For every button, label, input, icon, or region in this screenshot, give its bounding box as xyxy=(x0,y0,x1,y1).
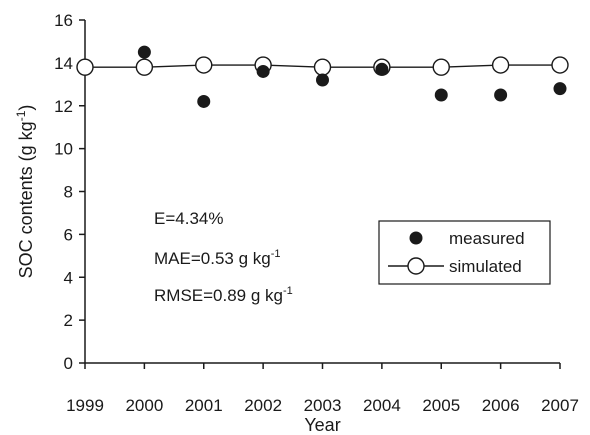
measured-point xyxy=(316,73,329,87)
stat-annotation-text: RMSE=0.89 g kg xyxy=(154,286,283,305)
measured-point xyxy=(137,45,151,59)
simulated-point xyxy=(313,58,332,76)
simulated-series xyxy=(76,56,569,76)
stat-annotation-sup: -1 xyxy=(283,285,293,297)
measured-point xyxy=(256,64,270,78)
x-tick-label: 2006 xyxy=(482,396,520,415)
y-tick-label: 16 xyxy=(54,11,73,30)
stat-annotation: RMSE=0.89 g kg-1 xyxy=(154,285,293,305)
simulated-point xyxy=(432,58,450,76)
y-tick-label: 8 xyxy=(64,183,73,202)
y-tick-label: 10 xyxy=(54,140,73,159)
x-tick-label: 2005 xyxy=(422,396,460,415)
stat-annotation-text: MAE=0.53 g kg xyxy=(154,249,271,268)
y-ticks: 0 2 4 6 8 10 12 14 16 xyxy=(54,11,85,373)
x-tick-label: 2003 xyxy=(304,396,342,415)
simulated-point xyxy=(135,58,154,76)
x-tick-label: 2002 xyxy=(244,396,282,415)
y-axis-title-sup: -1 xyxy=(14,110,28,121)
simulated-point xyxy=(76,58,94,76)
x-tick-label: 1999 xyxy=(66,396,104,415)
x-tick-label: 2004 xyxy=(363,396,401,415)
legend-measured-marker xyxy=(409,231,423,245)
x-tick-label: 2001 xyxy=(185,396,223,415)
x-axis-title: Year xyxy=(304,415,340,435)
measured-point xyxy=(197,94,211,108)
legend-box xyxy=(378,220,551,285)
legend: measured simulated xyxy=(378,220,551,285)
simulated-point xyxy=(195,56,213,74)
x-ticks: 1999 2000 2001 2002 2003 2004 2005 2006 2007 xyxy=(66,363,579,415)
y-tick-label: 6 xyxy=(64,225,73,244)
x-tick-label: 2007 xyxy=(541,396,579,415)
legend-measured-label: measured xyxy=(449,229,525,248)
stat-annotation: E=4.34% xyxy=(154,209,223,228)
y-axis-title-close: ) xyxy=(16,105,36,111)
x-tick-label: 2000 xyxy=(125,396,163,415)
y-tick-label: 2 xyxy=(64,311,73,330)
simulated-point xyxy=(551,56,569,74)
stat-annotation-sup: -1 xyxy=(271,248,281,260)
y-axis-title-main: SOC contents (g kg xyxy=(16,121,36,278)
measured-point xyxy=(434,88,448,102)
y-axis-title: SOC contents (g kg-1) xyxy=(14,105,36,279)
stat-annotation: MAE=0.53 g kg-1 xyxy=(154,248,281,268)
y-tick-label: 14 xyxy=(54,54,73,73)
measured-point xyxy=(375,62,389,76)
legend-simulated-marker xyxy=(407,257,425,275)
stat-annotation-text: E=4.34% xyxy=(154,209,223,228)
measured-point xyxy=(553,82,567,96)
measured-series xyxy=(137,45,567,108)
legend-simulated-label: simulated xyxy=(449,257,522,276)
y-tick-label: 4 xyxy=(64,268,73,287)
simulated-point xyxy=(491,56,510,74)
y-tick-label: 12 xyxy=(54,97,73,116)
measured-point xyxy=(494,88,508,102)
y-tick-label: 0 xyxy=(64,354,73,373)
